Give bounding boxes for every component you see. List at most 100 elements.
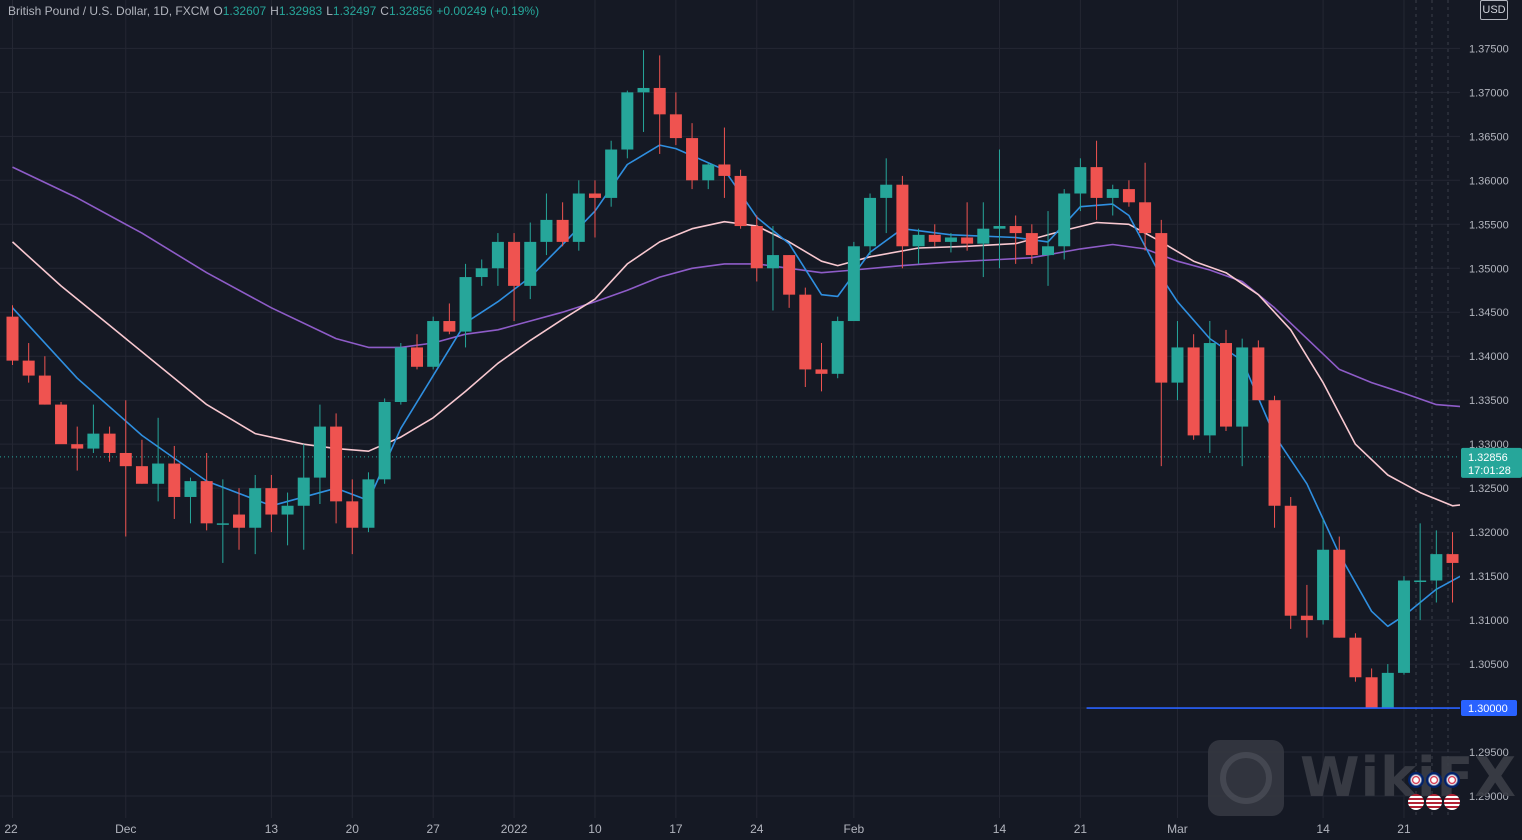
candle[interactable] [686, 123, 699, 190]
candle-body[interactable] [524, 241, 537, 286]
candle[interactable] [540, 193, 553, 256]
candle-body[interactable] [1074, 167, 1087, 194]
candle-body[interactable] [1106, 189, 1119, 198]
candle[interactable] [1009, 215, 1022, 264]
candle[interactable] [119, 400, 132, 537]
candle[interactable] [184, 477, 197, 524]
candle-body[interactable] [55, 404, 68, 445]
candle[interactable] [1365, 668, 1378, 709]
candle-body[interactable] [71, 444, 84, 449]
candle-body[interactable] [1025, 233, 1038, 256]
candle[interactable] [1074, 158, 1087, 212]
candle[interactable] [1025, 224, 1038, 264]
candle[interactable] [847, 241, 860, 322]
candle-body[interactable] [588, 193, 601, 198]
candle[interactable] [1187, 334, 1200, 440]
candle-body[interactable] [977, 228, 990, 244]
candle-body[interactable] [912, 234, 925, 247]
candle-body[interactable] [702, 164, 715, 181]
candle[interactable] [928, 224, 941, 247]
candle[interactable] [378, 398, 391, 484]
candle-body[interactable] [281, 505, 294, 515]
candle[interactable] [71, 426, 84, 471]
candle-body[interactable] [1284, 505, 1297, 616]
candle-body[interactable] [815, 369, 828, 374]
candle[interactable] [55, 401, 68, 445]
candle-body[interactable] [1414, 580, 1427, 583]
candle-body[interactable] [993, 226, 1006, 229]
candle-body[interactable] [1300, 615, 1313, 621]
candle-body[interactable] [605, 149, 618, 198]
candle[interactable] [475, 259, 488, 286]
candle[interactable] [168, 445, 181, 519]
candle-body[interactable] [1009, 226, 1022, 234]
candle-body[interactable] [184, 481, 197, 497]
candle-body[interactable] [1122, 189, 1135, 203]
candle-body[interactable] [346, 501, 359, 528]
candle[interactable] [200, 452, 213, 531]
candle-body[interactable] [491, 241, 504, 269]
candle[interactable] [637, 50, 650, 132]
candle[interactable] [6, 305, 19, 366]
candle[interactable] [815, 343, 828, 392]
candle-body[interactable] [135, 466, 148, 484]
candle[interactable] [896, 175, 909, 269]
candle-body[interactable] [38, 375, 51, 405]
candle[interactable] [524, 222, 537, 300]
time-axis[interactable]: 22 Dec 13 20 27 2022 10 17 24 Feb 14 21 Mar 14 21 [0, 818, 1460, 840]
candle-body[interactable] [152, 463, 165, 484]
candle-body[interactable] [1365, 677, 1378, 709]
candle[interactable] [1430, 530, 1443, 603]
candle-body[interactable] [233, 514, 246, 528]
candle-body[interactable] [734, 175, 747, 227]
candle[interactable] [1042, 211, 1055, 286]
symbol-title[interactable]: British Pound / U.S. Dollar, 1D, FXCM [8, 4, 210, 18]
candle-body[interactable] [378, 401, 391, 480]
candle[interactable] [718, 127, 731, 198]
candle-body[interactable] [686, 138, 699, 181]
candle[interactable] [1300, 584, 1313, 638]
candle[interactable] [1268, 395, 1281, 528]
candle-body[interactable] [475, 268, 488, 278]
candle-body[interactable] [168, 463, 181, 497]
candle-body[interactable] [944, 237, 957, 242]
candle-body[interactable] [1317, 549, 1330, 621]
candle[interactable] [864, 193, 877, 256]
candle[interactable] [961, 202, 974, 251]
candle-body[interactable] [1042, 246, 1055, 256]
candle[interactable] [1284, 496, 1297, 629]
candle-body[interactable] [1187, 347, 1200, 436]
candle[interactable] [38, 356, 51, 405]
candle[interactable] [1414, 523, 1427, 621]
candle-body[interactable] [216, 523, 229, 525]
candle-body[interactable] [87, 433, 100, 449]
candle[interactable] [249, 474, 262, 555]
candle[interactable] [653, 55, 666, 154]
candle[interactable] [297, 444, 310, 550]
candle[interactable] [572, 180, 585, 251]
candle-body[interactable] [766, 255, 779, 269]
candle[interactable] [1155, 219, 1168, 467]
candle-body[interactable] [508, 241, 521, 286]
candle[interactable] [103, 426, 116, 462]
candle[interactable] [912, 228, 925, 264]
candle-body[interactable] [313, 426, 326, 478]
candle-body[interactable] [1268, 400, 1281, 506]
candle-body[interactable] [783, 255, 796, 295]
candle-body[interactable] [1252, 347, 1265, 401]
candle[interactable] [734, 169, 747, 229]
candle-body[interactable] [847, 246, 860, 322]
candle[interactable] [944, 233, 957, 253]
candle[interactable] [1446, 532, 1459, 603]
candle-body[interactable] [459, 277, 472, 332]
candle[interactable] [330, 413, 343, 524]
candle[interactable] [508, 233, 521, 322]
candle-body[interactable] [1220, 343, 1232, 427]
candle[interactable] [443, 303, 456, 335]
candle[interactable] [233, 488, 246, 550]
candle-body[interactable] [22, 360, 35, 376]
candle-body[interactable] [750, 226, 763, 269]
candle[interactable] [459, 263, 472, 348]
candle[interactable] [152, 417, 165, 502]
candle[interactable] [977, 202, 990, 278]
